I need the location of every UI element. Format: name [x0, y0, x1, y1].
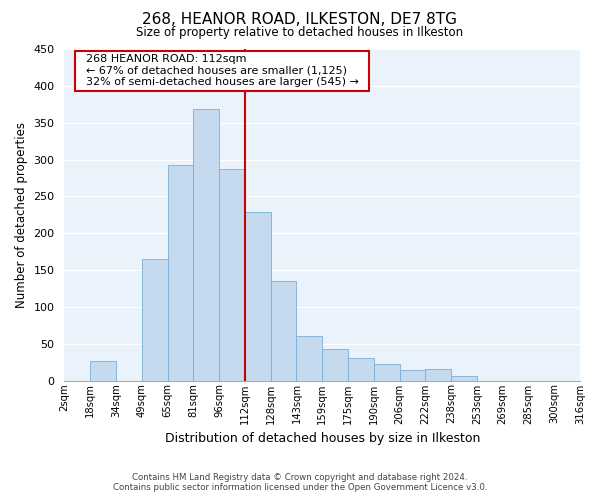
Bar: [425, 368, 451, 380]
Bar: [348, 358, 374, 380]
X-axis label: Distribution of detached houses by size in Ilkeston: Distribution of detached houses by size …: [164, 432, 480, 445]
Text: 268, HEANOR ROAD, ILKESTON, DE7 8TG: 268, HEANOR ROAD, ILKESTON, DE7 8TG: [143, 12, 458, 28]
Bar: [193, 110, 219, 380]
Bar: [90, 360, 116, 380]
Text: Contains HM Land Registry data © Crown copyright and database right 2024.
Contai: Contains HM Land Registry data © Crown c…: [113, 473, 487, 492]
Bar: [451, 376, 477, 380]
Bar: [400, 370, 425, 380]
Bar: [219, 169, 245, 380]
Bar: [271, 281, 296, 380]
Bar: [322, 349, 348, 380]
Y-axis label: Number of detached properties: Number of detached properties: [15, 122, 28, 308]
Bar: [142, 259, 167, 380]
Bar: [296, 336, 322, 380]
Bar: [374, 364, 400, 380]
Text: 268 HEANOR ROAD: 112sqm
  ← 67% of detached houses are smaller (1,125)
  32% of : 268 HEANOR ROAD: 112sqm ← 67% of detache…: [79, 54, 365, 88]
Bar: [167, 164, 193, 380]
Text: Size of property relative to detached houses in Ilkeston: Size of property relative to detached ho…: [136, 26, 464, 39]
Bar: [245, 212, 271, 380]
